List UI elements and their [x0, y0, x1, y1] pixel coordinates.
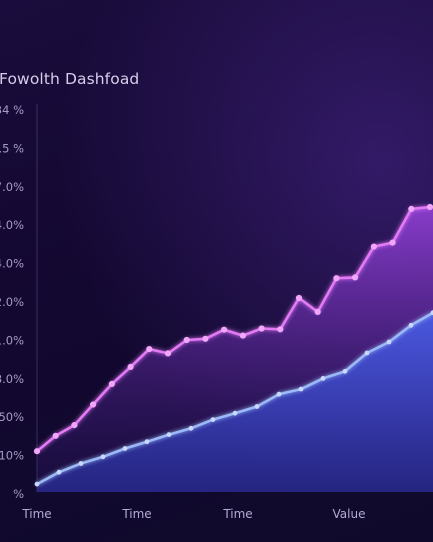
data-point: [202, 335, 209, 342]
data-point: [314, 308, 321, 315]
data-point: [144, 439, 150, 445]
data-point: [370, 243, 377, 250]
y-axis: % 10% 50% 8.0% 1.0% 2.0% 4.0% 4.0% 7.0% 3.5 % 34 %: [0, 103, 24, 501]
data-point: [426, 203, 433, 211]
y-tick-label: 7.0%: [0, 180, 24, 194]
data-point: [34, 481, 40, 487]
page-title: Fowolth Dashfoad: [0, 70, 140, 88]
data-point: [108, 380, 115, 387]
data-point: [364, 350, 370, 356]
data-point: [221, 326, 228, 333]
y-tick-label: 1.0%: [0, 333, 24, 347]
y-tick-label: 2.0%: [0, 295, 24, 309]
data-point: [78, 461, 84, 466]
data-point: [100, 454, 106, 460]
data-point: [408, 205, 415, 212]
data-point: [232, 410, 238, 416]
data-point: [408, 322, 414, 328]
data-point: [333, 275, 340, 282]
data-point: [320, 376, 326, 381]
data-point: [166, 432, 172, 437]
data-point: [56, 469, 62, 475]
data-point: [183, 336, 190, 344]
x-tick-label: Time: [121, 507, 151, 521]
data-point: [277, 326, 284, 333]
y-tick-label: 50%: [0, 410, 24, 424]
series-line-0: [36, 205, 431, 453]
y-tick-label: 10%: [0, 449, 24, 463]
data-point: [254, 404, 260, 409]
data-point: [352, 274, 359, 281]
y-tick-label: 8.0%: [0, 372, 24, 386]
y-tick-label: 4.0%: [0, 257, 24, 271]
data-point: [164, 350, 172, 357]
data-point: [386, 339, 392, 345]
data-point: [71, 422, 78, 429]
data-point: [90, 401, 97, 408]
data-point: [127, 363, 134, 370]
y-tick-label: 4.0%: [0, 218, 24, 232]
data-point: [33, 448, 41, 455]
x-tick-label: Time: [21, 507, 51, 521]
data-point: [52, 432, 59, 439]
data-point: [210, 417, 216, 422]
x-tick-label: Value: [333, 507, 366, 521]
data-point: [276, 391, 282, 397]
data-point: [258, 325, 265, 332]
data-point: [146, 346, 153, 353]
data-point: [342, 368, 348, 374]
data-point: [298, 386, 304, 392]
y-tick-label: 34 %: [0, 103, 24, 117]
data-point: [239, 332, 246, 339]
data-point: [389, 239, 396, 246]
data-point: [188, 425, 194, 431]
series-area-1: [37, 312, 433, 492]
y-tick-label: %: [13, 487, 24, 501]
data-point: [122, 446, 128, 451]
y-tick-label: 3.5 %: [0, 141, 24, 155]
data-point: [295, 294, 303, 302]
data-point: [430, 310, 433, 316]
x-tick-label: Time: [222, 507, 252, 521]
x-axis: Time Time Time Value: [21, 507, 365, 521]
